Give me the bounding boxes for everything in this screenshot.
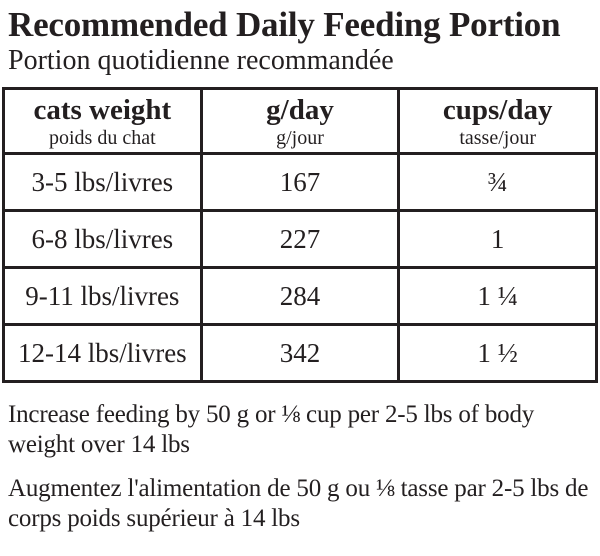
page-subtitle: Portion quotidienne recommandée (8, 44, 394, 76)
g-day-cell: 227 (199, 209, 401, 270)
feeding-table-header: cats weight poids du chat g/day g/jour c… (2, 87, 598, 156)
g-day-cell: 284 (199, 266, 401, 327)
feeding-guide-panel: Recommended Daily Feeding Portion Portio… (0, 5, 600, 556)
column-header-grams: g/day g/jour (199, 87, 401, 156)
column-header-cups-sublabel: tasse/jour (459, 126, 536, 149)
weight-cell: 3-5 lbs/livres (2, 152, 203, 213)
cups-day-cell: 1 ½ (397, 323, 598, 384)
weight-cell: 6-8 lbs/livres (2, 209, 203, 270)
weight-cell: 12-14 lbs/livres (2, 323, 203, 384)
g-day-cell: 167 (199, 152, 401, 213)
note-french: Augmentez l'alimentation de 50 g ou ⅛ ta… (8, 475, 589, 532)
cups-day-cell: 1 ¼ (397, 266, 598, 327)
header-row: cats weight poids du chat g/day g/jour c… (2, 87, 598, 156)
table-row: 9-11 lbs/livres 284 1 ¼ (2, 266, 598, 327)
g-day-cell: 342 (199, 323, 401, 384)
footnotes: Increase feeding by 50 g or ⅛ cup per 2-… (8, 400, 596, 533)
column-header-weight: cats weight poids du chat (2, 87, 203, 156)
cups-day-cell: 1 (397, 209, 598, 270)
table-row: 3-5 lbs/livres 167 ¾ (2, 152, 598, 213)
column-header-grams-label: g/day (266, 93, 334, 126)
feeding-table: cats weight poids du chat g/day g/jour c… (2, 87, 598, 384)
feeding-table-body: 3-5 lbs/livres 167 ¾ 6-8 lbs/livres 227 … (2, 152, 598, 384)
table-row: 12-14 lbs/livres 342 1 ½ (2, 323, 598, 384)
weight-cell: 9-11 lbs/livres (2, 266, 203, 327)
column-header-cups: cups/day tasse/jour (397, 87, 598, 156)
column-header-cups-label: cups/day (442, 93, 553, 126)
column-header-weight-sublabel: poids du chat (49, 126, 156, 149)
column-header-grams-sublabel: g/jour (276, 126, 324, 149)
column-header-weight-label: cats weight (33, 93, 172, 126)
cups-day-cell: ¾ (397, 152, 598, 213)
note-english: Increase feeding by 50 g or ⅛ cup per 2-… (8, 401, 535, 458)
table-row: 6-8 lbs/livres 227 1 (2, 209, 598, 270)
page-title: Recommended Daily Feeding Portion (8, 5, 561, 44)
